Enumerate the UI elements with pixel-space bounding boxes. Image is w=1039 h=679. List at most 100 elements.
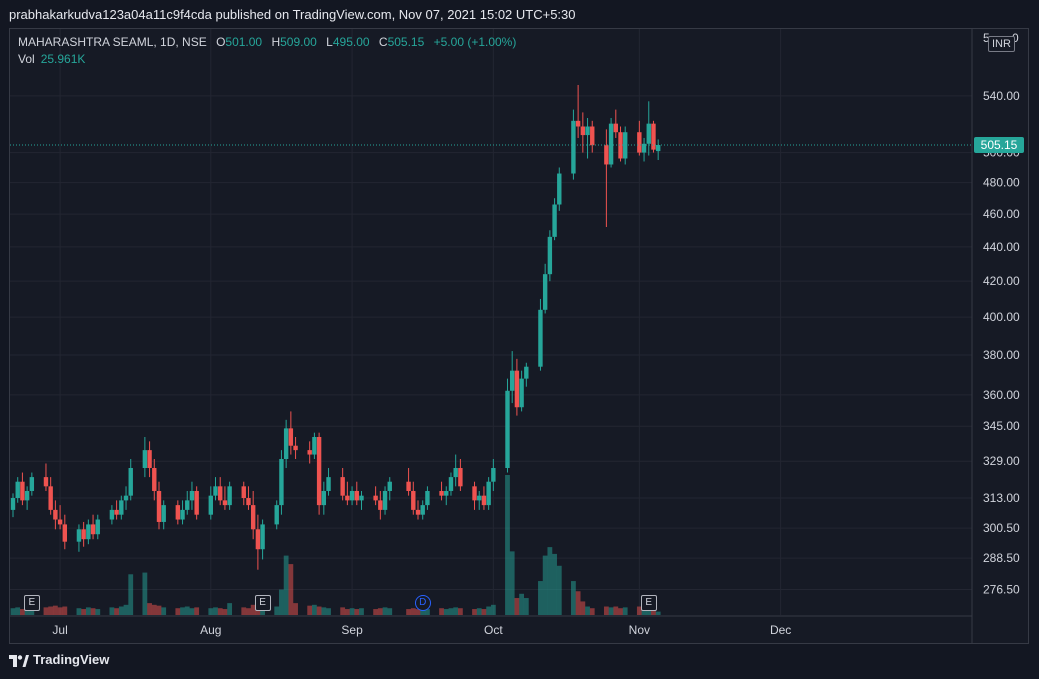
candle-body [491,468,496,482]
candle-body [222,500,228,506]
volume-bar [142,572,148,615]
candle-body [109,509,115,520]
volume-bar [382,607,388,615]
volume-bar [279,589,284,615]
candle-body [651,123,656,150]
volume-bar [10,608,16,615]
volume-bar [123,604,129,615]
y-tick-label: 380.00 [983,348,1020,362]
volume-bar [340,607,346,615]
volume-bar [613,606,619,615]
candle-body [227,486,232,506]
volume-bar [283,555,289,615]
x-tick-label: Oct [484,623,503,637]
volume-bar [48,606,54,615]
volume-bar [514,598,520,615]
candle-body [585,126,590,136]
volume-bar [213,607,218,615]
volume-bar [184,606,190,615]
volume-bar [476,608,482,615]
volume-bar [585,606,590,615]
volume-bar [448,608,454,615]
x-tick-label: Jul [52,623,67,637]
low-value: 495.00 [332,35,370,49]
volume-bar [118,606,124,615]
candle-body [514,370,520,408]
volume-bar [359,608,364,615]
candle-body [373,495,378,501]
volume-bar [349,608,355,615]
currency-button[interactable]: INR [988,36,1015,52]
volume-bar [472,609,477,615]
volume-bar [114,608,120,615]
dividend-marker[interactable]: D [414,595,431,611]
candle-body [349,490,355,501]
candle-body [260,524,265,550]
candle-body [321,490,327,506]
candle-body [24,490,30,501]
candle-body [293,445,298,451]
volume-bar [227,603,233,615]
candle-body [575,120,581,127]
volume-bar [603,606,609,615]
volume-legend: Vol 25.961K [18,52,85,66]
candle-body [62,524,68,542]
volume-bar [208,608,214,615]
volume-bar [523,598,529,615]
volume-bar [439,608,444,615]
candle-body [43,477,49,487]
y-tick-label: 313.00 [983,491,1020,505]
tradingview-footer[interactable]: TradingView [9,652,109,667]
candle-body [57,519,63,525]
candle-body [453,468,458,478]
x-tick-label: Dec [770,623,791,637]
candle-body [590,126,595,146]
volume-bar [636,606,642,615]
volume-bar [486,606,492,615]
candle-body [189,490,195,501]
volume-bar [20,609,25,615]
candle-body [608,123,614,165]
candle-body [641,143,647,153]
candle-body [10,498,16,510]
volume-bar [354,609,360,615]
volume-bar [326,608,331,615]
last-price-tag: 505.15 [974,137,1024,154]
volume-bar [288,564,294,615]
volume-bar [29,608,35,615]
volume-bar [43,607,49,615]
candle-body [213,486,218,496]
candle-body [250,505,256,530]
vol-key[interactable]: Vol [18,52,35,66]
volume-bar [81,609,87,615]
candle-body [411,490,416,510]
candle-body [274,505,279,525]
chart-frame[interactable] [9,28,1029,644]
volume-bar [410,608,416,615]
candle-body [444,490,449,496]
candle-body [241,486,246,499]
symbol-label[interactable]: MAHARASHTRA SEAML, 1D, NSE [18,35,207,49]
candle-body [185,500,190,510]
candle-body [76,529,82,542]
earnings-marker[interactable]: E [23,595,40,611]
candle-body [156,490,162,522]
x-tick-label: Sep [341,623,363,637]
open-value: 501.00 [225,35,263,49]
candle-body [119,500,124,515]
vol-value: 25.961K [40,52,86,66]
candle-body [542,274,548,310]
candle-body [538,309,543,367]
y-tick-label: 460.00 [983,207,1020,221]
y-tick-label: 400.00 [983,310,1020,324]
volume-bar [373,609,379,615]
candle-body [509,370,515,391]
price-axis-top-label-2: 0 [1012,31,1019,45]
volume-bar [15,607,21,615]
volume-bar [443,609,449,615]
candle-body [354,490,359,501]
earnings-marker[interactable]: E [254,595,271,611]
candle-body [552,204,557,237]
earnings-marker[interactable]: E [640,595,657,611]
